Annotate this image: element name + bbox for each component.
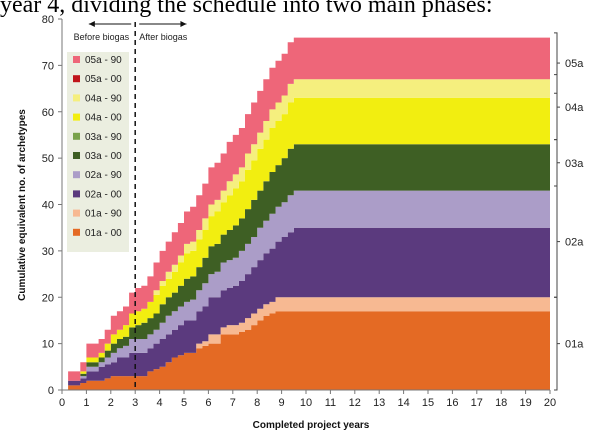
x-tick-label: 0 <box>59 397 65 409</box>
group-bracket <box>554 185 558 298</box>
series-area-02a-00 <box>62 227 550 390</box>
phase-annotation: Before biogas After biogas <box>74 21 188 390</box>
x-tick-label: 10 <box>300 397 312 409</box>
legend-swatch <box>73 190 80 198</box>
phase-before-label: Before biogas <box>74 32 130 42</box>
x-tick-label: 9 <box>279 397 285 409</box>
y-tick-label: 70 <box>42 60 54 72</box>
group-label: 03a <box>565 158 584 170</box>
x-tick-label: 18 <box>495 397 507 409</box>
series-area-03a-00 <box>62 144 550 390</box>
x-tick-label: 13 <box>373 397 385 409</box>
series-area-04a-00 <box>62 97 550 391</box>
legend-label: 05a - 90 <box>85 55 122 66</box>
x-tick-label: 1 <box>83 397 89 409</box>
x-tick-label: 2 <box>108 397 114 409</box>
series-area-02a-90 <box>62 190 550 390</box>
y-tick-label: 10 <box>42 339 54 351</box>
group-label: 01a <box>565 339 584 351</box>
group-label: 04a <box>565 102 584 114</box>
legend-label: 02a - 00 <box>85 189 122 200</box>
series-area-01a-00 <box>62 311 550 390</box>
x-tick-label: 6 <box>205 397 211 409</box>
group-brackets: 05a 04a 03a 02a 01a <box>554 32 584 391</box>
y-tick-label: 60 <box>42 107 54 119</box>
x-tick-label: 11 <box>325 397 336 409</box>
x-tick-label: 20 <box>544 397 556 409</box>
x-tick-label: 5 <box>181 397 187 409</box>
x-tick-label: 15 <box>422 397 434 409</box>
group-bracket <box>554 74 558 141</box>
x-tick-label: 8 <box>254 397 260 409</box>
x-tick-label: 19 <box>519 397 531 409</box>
x-tick-label: 14 <box>397 397 409 409</box>
legend-swatch <box>73 75 80 83</box>
legend-swatch <box>73 132 80 140</box>
legend-label: 01a - 00 <box>85 228 122 239</box>
y-tick-label: 20 <box>42 292 54 304</box>
phase-left-arrowhead <box>88 21 95 27</box>
phase-right-arrowhead <box>180 21 187 27</box>
series-area-01a-90 <box>62 297 550 390</box>
y-tick-label: 30 <box>42 246 54 258</box>
legend-swatch <box>73 152 80 159</box>
legend-swatch <box>73 171 80 179</box>
legend: 05a - 90 05a - 00 04a - 90 04a - 00 03a - 90… <box>67 52 129 252</box>
legend-label: 04a - 90 <box>85 93 122 104</box>
group-label: 02a <box>565 237 584 249</box>
legend-label: 03a - 90 <box>85 132 122 143</box>
y-tick-label: 50 <box>42 153 54 165</box>
legend-swatch <box>73 56 80 63</box>
legend-swatch <box>73 209 80 217</box>
group-label: 05a <box>565 58 584 70</box>
caption-text: year 4, dividing the schedule into two m… <box>0 0 493 18</box>
legend-label: 04a - 00 <box>85 113 122 124</box>
legend-label: 05a - 00 <box>85 74 122 85</box>
y-tick-label: 40 <box>42 200 54 212</box>
x-tick-label: 7 <box>230 397 236 409</box>
legend-label: 03a - 00 <box>85 151 122 162</box>
legend-swatch <box>73 94 80 102</box>
legend-label: 02a - 90 <box>85 170 122 181</box>
x-axis-label: Completed project years <box>253 420 370 431</box>
group-bracket <box>554 296 558 391</box>
legend-label: 01a - 90 <box>85 209 122 220</box>
phase-after-label: After biogas <box>139 32 188 42</box>
x-tick-label: 17 <box>471 397 483 409</box>
x-tick-label: 4 <box>157 397 163 409</box>
y-tick-label: 80 <box>42 14 54 26</box>
x-tick-label: 3 <box>132 397 138 409</box>
legend-swatch <box>73 228 80 236</box>
tick-labels: 0 1 2 3 4 5 6 7 8 9 10 11 12 13 14 15 16 17 18 19 2001020304… <box>42 14 556 409</box>
series-areas <box>62 37 550 391</box>
series-area-05a-90 <box>62 37 550 390</box>
group-bracket <box>554 139 558 187</box>
y-tick-label: 0 <box>48 385 54 397</box>
legend-swatch <box>73 113 80 121</box>
x-tick-label: 12 <box>349 397 361 409</box>
x-tick-label: 16 <box>446 397 458 409</box>
y-axis-label: Cumulative equivalent no. of archetypes <box>17 109 28 301</box>
